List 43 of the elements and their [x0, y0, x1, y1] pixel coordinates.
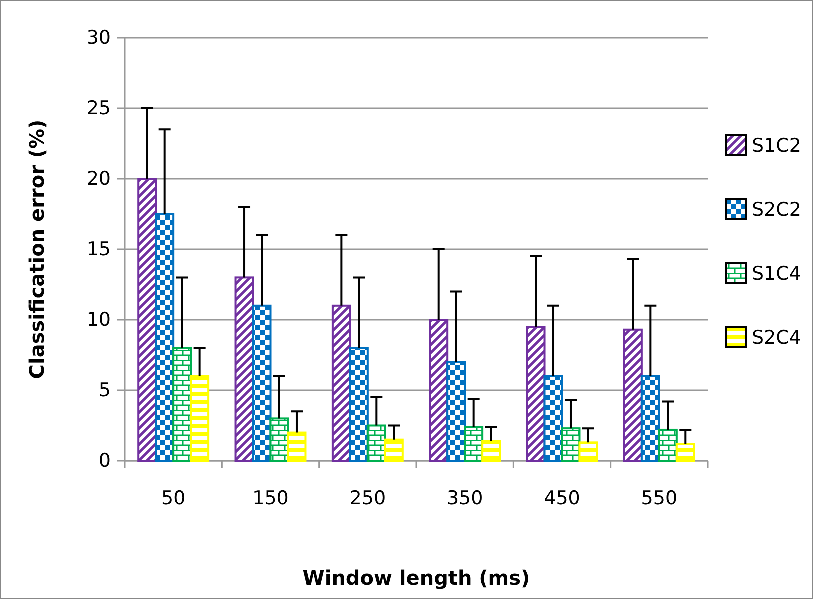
bar	[623, 328, 643, 462]
legend-label: S2C2	[752, 199, 802, 221]
y-axis-title: Classification error (%)	[25, 120, 49, 380]
bar	[482, 440, 502, 462]
bar	[561, 428, 581, 462]
bar	[384, 438, 404, 462]
y-tick-label: 15	[86, 238, 111, 261]
legend-label: S1C4	[752, 263, 802, 285]
bar	[190, 375, 210, 462]
x-tick-label: 350	[446, 487, 484, 510]
bar	[676, 443, 696, 462]
bar	[252, 304, 272, 462]
bar	[366, 424, 386, 462]
y-tick-label: 5	[98, 380, 111, 402]
y-tick-label: 25	[86, 98, 111, 120]
bar	[544, 375, 564, 462]
x-tick-label: 150	[252, 487, 289, 510]
bar	[526, 326, 546, 462]
y-tick-label: 10	[86, 309, 111, 332]
y-tick-label: 30	[86, 27, 111, 50]
bar	[270, 418, 290, 462]
bar	[446, 361, 466, 462]
x-tick-label: 450	[544, 487, 580, 510]
bar	[429, 319, 449, 462]
bar	[332, 304, 352, 462]
x-tick-label: 550	[641, 487, 678, 510]
legend-label: S1C2	[752, 135, 802, 157]
x-tick-label: 250	[350, 487, 386, 510]
bar	[640, 375, 660, 462]
legend-label: S2C4	[752, 327, 802, 349]
bar	[138, 178, 158, 462]
bar	[287, 432, 307, 462]
x-tick-label: 50	[161, 487, 186, 510]
bar	[658, 428, 678, 462]
y-tick-label: 20	[86, 168, 111, 190]
bar	[172, 347, 192, 462]
x-axis-title: Window length (ms)	[302, 566, 530, 590]
bar	[464, 426, 484, 462]
bar	[234, 276, 254, 462]
y-tick-label: 0	[98, 450, 111, 472]
bar	[155, 213, 175, 462]
bar	[349, 347, 369, 462]
bar	[578, 442, 598, 462]
